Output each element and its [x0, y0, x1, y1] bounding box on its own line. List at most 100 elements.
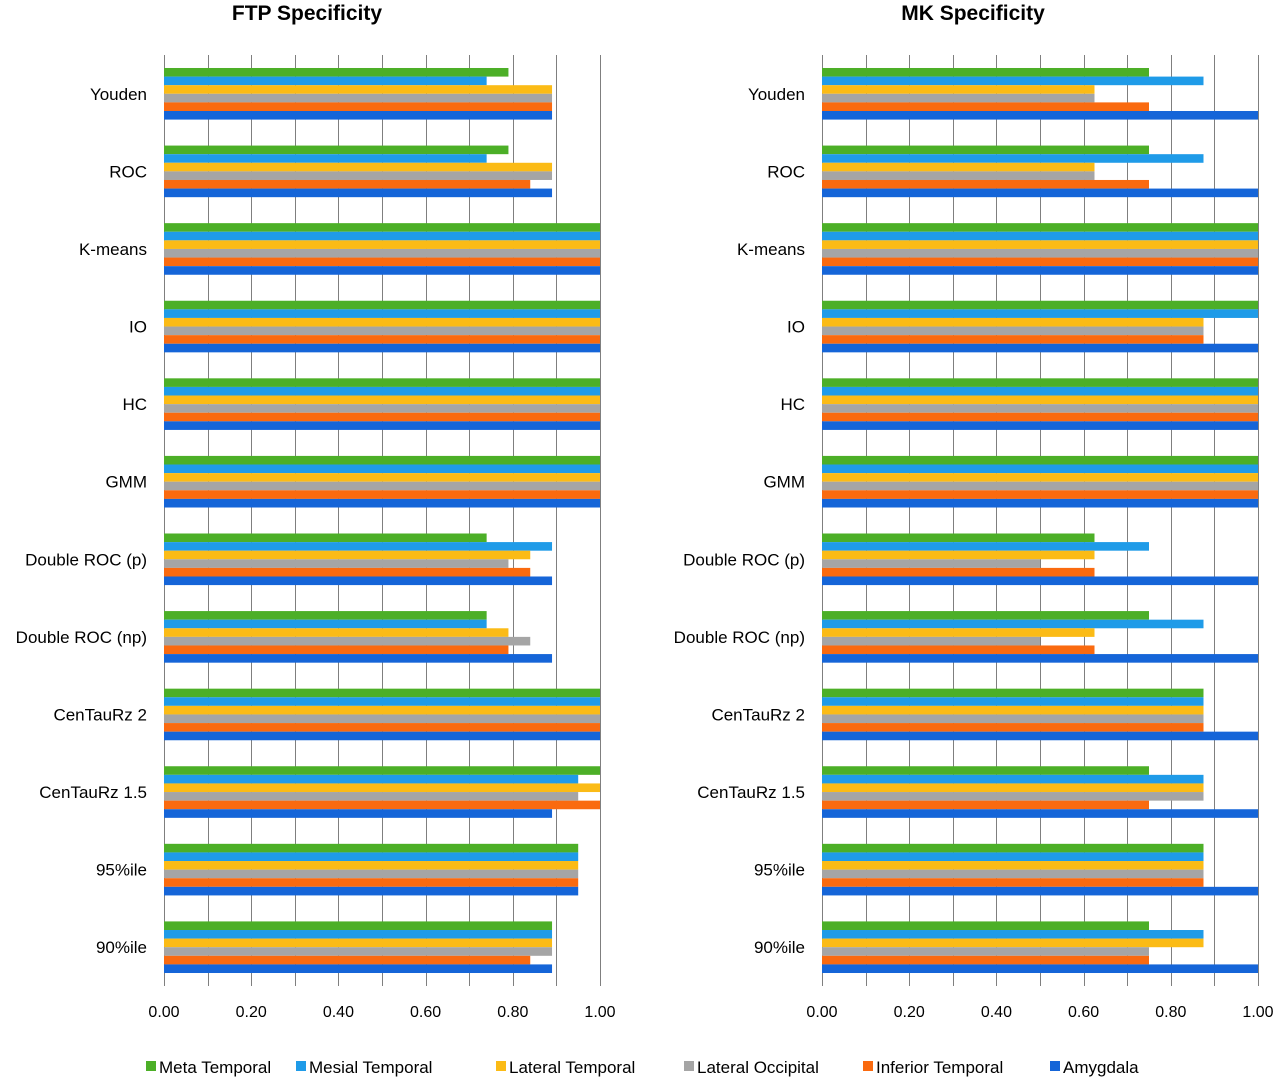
bar: [164, 947, 553, 956]
category-label: GMM: [763, 473, 805, 492]
bar: [164, 654, 553, 663]
category-label: 95%ile: [96, 861, 147, 880]
bar: [164, 869, 579, 879]
bar: [164, 93, 553, 103]
bar: [822, 964, 1258, 974]
mk-specificity-chart: MK Specificity Youden ROC K-means IO HC GMM Do…: [674, 2, 1274, 1021]
bar: [822, 645, 1095, 655]
bar: [822, 783, 1204, 793]
bar: [164, 731, 600, 741]
bar: [164, 783, 600, 793]
bar: [164, 343, 600, 353]
category-label: Youden: [90, 85, 147, 104]
bar: [822, 559, 1040, 568]
bar: [164, 714, 600, 724]
category-label: 90%ile: [754, 938, 805, 957]
category-label: IO: [129, 318, 147, 337]
bar: [822, 533, 1095, 543]
category-label: CenTauRz 2: [53, 705, 147, 724]
bar: [822, 335, 1204, 344]
bar: [822, 861, 1204, 870]
bar: [164, 179, 531, 189]
bar: [164, 697, 600, 706]
bar: [822, 421, 1258, 430]
bar: [822, 878, 1204, 887]
bar: [822, 145, 1149, 155]
bar: [822, 154, 1204, 163]
bar: [822, 619, 1204, 629]
bar: [822, 326, 1204, 336]
x-tick-label: 0.80: [1155, 1004, 1186, 1021]
category-labels: Youden ROC K-means IO HC GMM Double ROC (p) Dou…: [674, 85, 805, 957]
x-tick-label: 0.20: [894, 1004, 925, 1021]
bar: [164, 395, 600, 405]
bar: [164, 257, 600, 267]
bar: [164, 85, 553, 94]
bar: [822, 404, 1258, 413]
bar: [164, 154, 487, 163]
legend-swatch: [496, 1061, 506, 1071]
bar: [822, 300, 1258, 310]
bar: [164, 498, 600, 508]
category-label: Youden: [748, 85, 805, 104]
bar: [822, 395, 1258, 405]
legend-item: Lateral Occipital: [684, 1058, 819, 1077]
legend-swatch: [146, 1061, 156, 1071]
bar: [822, 162, 1095, 172]
legend-label: Lateral Occipital: [697, 1058, 819, 1077]
category-label: ROC: [109, 162, 147, 181]
bar: [822, 248, 1258, 258]
bar: [822, 869, 1204, 879]
bar: [164, 688, 600, 698]
bar: [822, 343, 1258, 353]
bar: [164, 567, 531, 577]
bar: [164, 455, 600, 465]
bar: [822, 223, 1258, 232]
bar: [822, 774, 1204, 784]
bars: [164, 67, 600, 974]
bar: [164, 766, 600, 775]
bar: [164, 723, 600, 732]
category-label: Double ROC (p): [25, 550, 147, 569]
bar: [164, 792, 579, 801]
bar: [822, 697, 1204, 706]
x-tick-label: 0.60: [410, 1004, 441, 1021]
bar: [822, 886, 1258, 896]
legend: Meta Temporal Mesial Temporal Lateral Temp…: [146, 1058, 1139, 1077]
category-label: K-means: [79, 240, 147, 259]
bar: [164, 542, 553, 551]
bar: [822, 188, 1258, 198]
category-label: CenTauRz 2: [711, 705, 805, 724]
x-tick-labels: 0.00 0.20 0.40 0.60 0.80 1.00: [806, 1004, 1273, 1021]
bar: [164, 550, 531, 560]
category-label: CenTauRz 1.5: [697, 783, 805, 802]
bar: [164, 171, 553, 180]
x-tick-label: 0.00: [148, 1004, 179, 1021]
legend-label: Inferior Temporal: [876, 1058, 1003, 1077]
chart-title: FTP Specificity: [232, 2, 382, 25]
bar: [822, 947, 1149, 956]
bar: [164, 843, 579, 853]
bar: [164, 628, 509, 637]
bar: [164, 309, 600, 318]
legend-label: Meta Temporal: [159, 1058, 271, 1077]
bar: [822, 800, 1149, 810]
bar: [822, 930, 1204, 939]
bar: [164, 645, 509, 655]
bar: [822, 636, 1040, 646]
bar: [164, 852, 579, 862]
legend-item: Inferior Temporal: [863, 1058, 1003, 1077]
bar: [822, 171, 1095, 180]
bar: [164, 705, 600, 715]
legend-swatch: [1050, 1061, 1060, 1071]
legend-item: Mesial Temporal: [296, 1058, 432, 1077]
bars: [822, 67, 1258, 974]
bar: [822, 317, 1204, 327]
bar: [164, 886, 579, 896]
category-label: Double ROC (np): [674, 628, 805, 647]
bar: [164, 921, 553, 931]
bar: [822, 809, 1258, 818]
bar: [822, 576, 1258, 586]
bar: [822, 481, 1258, 491]
bar: [164, 800, 600, 810]
